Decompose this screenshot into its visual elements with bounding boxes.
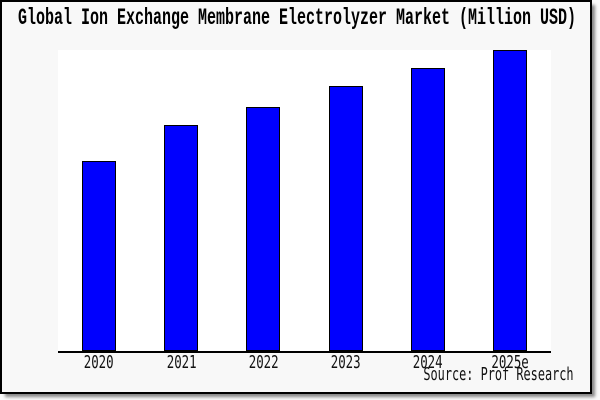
x-axis-label-2025e: 2025e [491,352,529,373]
bar-slot-2022 [222,50,304,351]
x-axis-label-2024: 2024 [412,352,443,373]
x-axis-label-2020: 2020 [84,352,115,373]
bars-container [58,50,551,351]
x-label-slot-2025e: 2025e [469,354,551,372]
bar-2025e [492,50,527,351]
x-label-slot-2024: 2024 [387,354,469,372]
bar-2023 [328,86,363,351]
chart-title: Global Ion Exchange Membrane Electrolyze… [18,5,576,31]
bar-2020 [82,161,117,351]
bar-2024 [410,68,445,351]
x-axis-line [58,351,551,353]
plot-area [58,50,551,351]
source-note: Source: Prof Research [423,364,574,385]
bar-slot-2020 [58,50,140,351]
x-label-slot-2021: 2021 [140,354,222,372]
bar-slot-2023 [305,50,387,351]
x-axis-labels: 2020 2021 2022 2023 2024 2025e [58,354,551,372]
x-axis-label-2021: 2021 [166,352,197,373]
bar-2021 [164,125,199,351]
bar-2022 [246,107,281,351]
bar-slot-2021 [140,50,222,351]
bar-slot-2024 [387,50,469,351]
x-label-slot-2020: 2020 [58,354,140,372]
chart-panel: Global Ion Exchange Membrane Electrolyze… [0,0,592,394]
x-label-slot-2022: 2022 [222,354,304,372]
x-axis-label-2023: 2023 [330,352,361,373]
x-label-slot-2023: 2023 [305,354,387,372]
bar-slot-2025e [469,50,551,351]
x-axis-label-2022: 2022 [248,352,279,373]
